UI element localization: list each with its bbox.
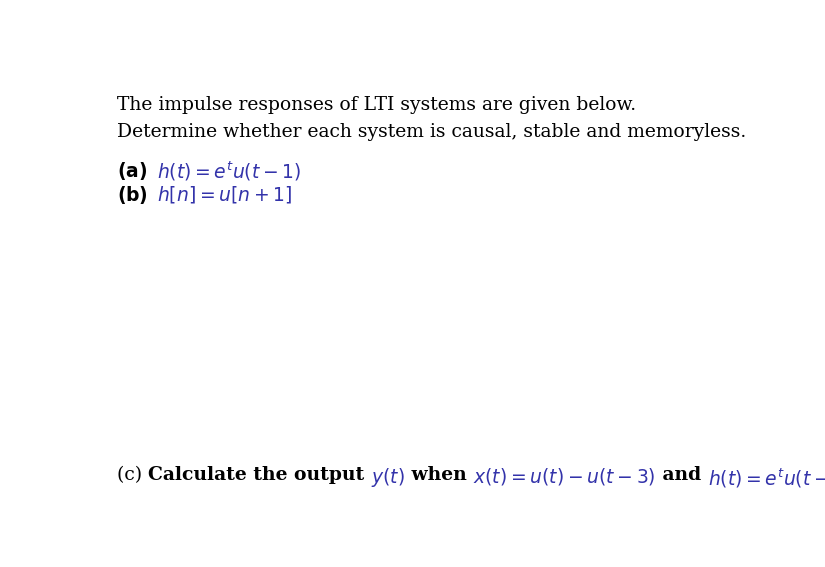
Text: $h(t) = e^{t}u(t-1)$: $h(t) = e^{t}u(t-1)$ [158, 160, 302, 183]
Text: $x(t) = u(t) - u(t-3)$: $x(t) = u(t) - u(t-3)$ [474, 466, 656, 487]
Text: (c): (c) [117, 466, 148, 484]
Text: $y(t)$: $y(t)$ [371, 466, 405, 489]
Text: $\mathbf{(b)}$: $\mathbf{(b)}$ [117, 184, 148, 206]
Text: Calculate the output: Calculate the output [148, 466, 371, 484]
Text: $h[n] = u[n+1]$: $h[n] = u[n+1]$ [158, 184, 293, 205]
Text: Determine whether each system is causal, stable and memoryless.: Determine whether each system is causal,… [117, 122, 747, 141]
Text: when: when [405, 466, 474, 484]
Text: $\mathbf{(a)}$: $\mathbf{(a)}$ [117, 160, 148, 182]
Text: and: and [656, 466, 708, 484]
Text: $h(t) = e^{t}u(t-1)$: $h(t) = e^{t}u(t-1)$ [708, 466, 825, 490]
Text: The impulse responses of LTI systems are given below.: The impulse responses of LTI systems are… [117, 96, 636, 115]
